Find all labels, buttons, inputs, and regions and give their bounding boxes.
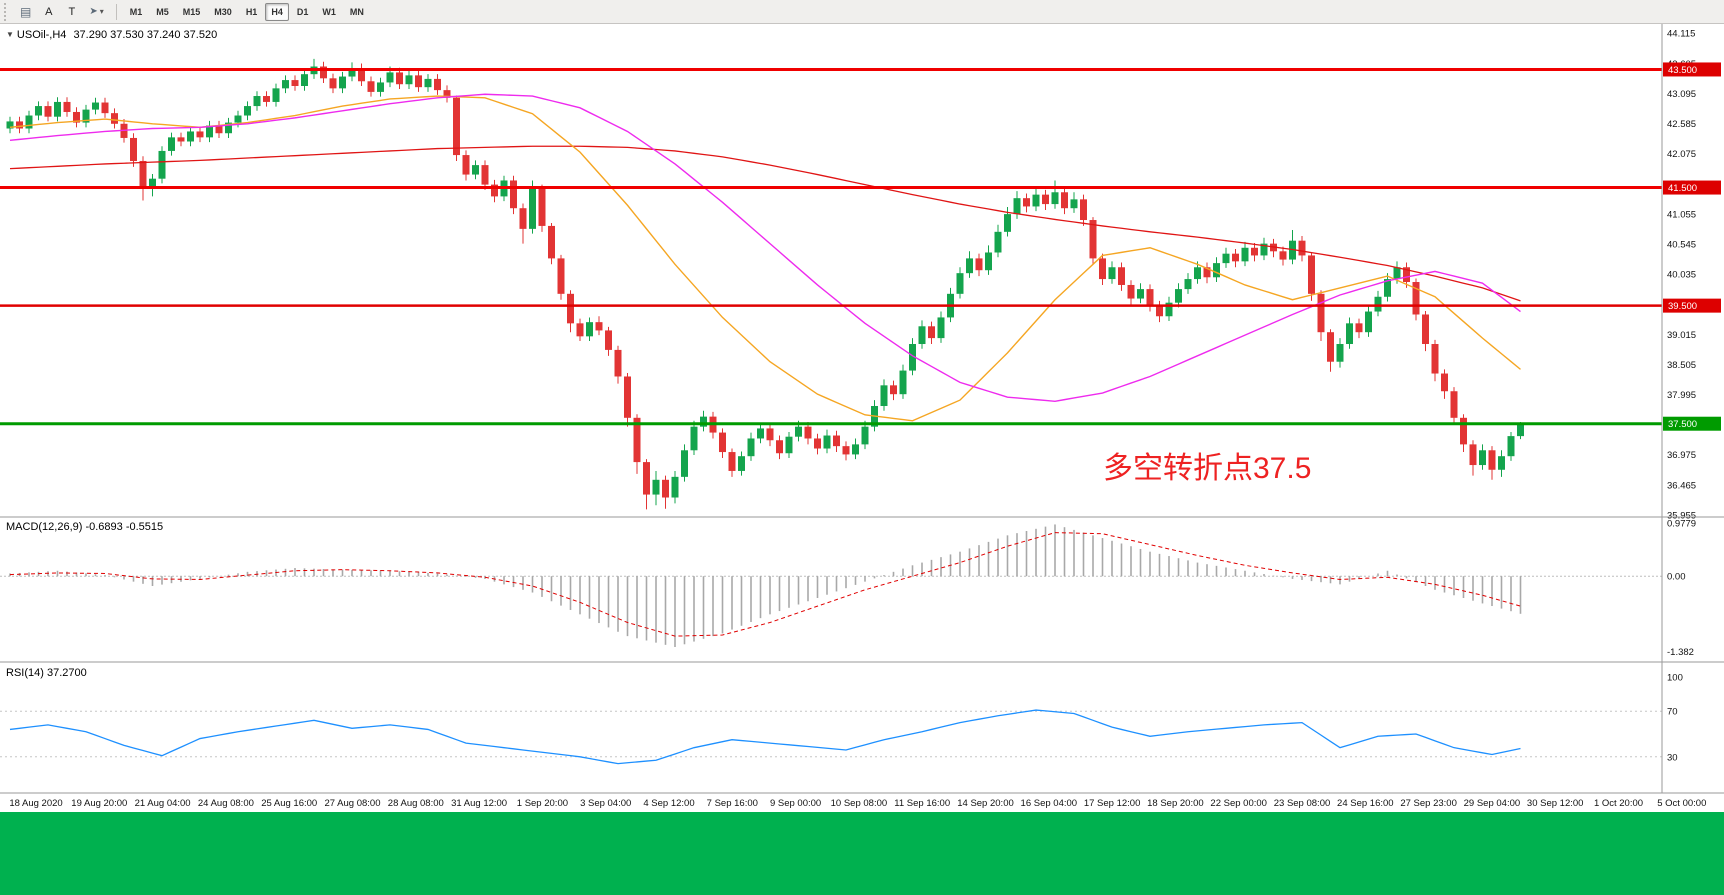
collapse-triangle-icon[interactable]: ▼ <box>6 30 14 39</box>
toolbar-separator <box>115 3 117 20</box>
rsi-axis-label: 30 <box>1667 752 1678 763</box>
toolbar: ▤ A T ➤ ▾ M1 M5 M15 M30 H1 H4 D1 W1 MN <box>0 0 1724 24</box>
time-axis-label: 18 Sep 20:00 <box>1147 798 1204 809</box>
ma-mid-orange-line <box>9 95 1521 422</box>
time-axis-label: 1 Oct 20:00 <box>1594 798 1643 809</box>
time-axis-label: 22 Sep 00:00 <box>1210 798 1267 809</box>
time-axis-label: 4 Sep 12:00 <box>643 798 694 809</box>
chart-list-icon[interactable]: ▤ <box>20 4 32 19</box>
timeframe-button-m1[interactable]: M1 <box>129 6 143 17</box>
time-axis-label: 14 Sep 20:00 <box>957 798 1014 809</box>
timeframe-button-mn[interactable]: MN <box>349 6 364 17</box>
price-badge <box>1663 180 1721 195</box>
timeframe-button-h1[interactable]: H1 <box>245 6 258 17</box>
macd-label: MACD(12,26,9) -0.6893 -0.5515 <box>6 521 164 533</box>
price-axis-label: 36.975 <box>1667 450 1696 461</box>
price-axis-label: 40.545 <box>1667 239 1696 250</box>
price-axis-label: 41.055 <box>1667 209 1696 220</box>
price-axis-label: 42.585 <box>1667 119 1696 130</box>
symbol-period-label: USOil-,H4 <box>16 29 67 41</box>
price-axis-label: 37.995 <box>1667 390 1696 401</box>
macd-axis-label: 0.00 <box>1667 572 1686 583</box>
time-axis-label: 5 Oct 00:00 <box>1657 798 1706 809</box>
price-badge-label: 41.500 <box>1668 183 1697 194</box>
price-badge-label: 43.500 <box>1668 65 1697 76</box>
timeframe-button-m15[interactable]: M15 <box>182 6 201 17</box>
time-axis-label: 19 Aug 20:00 <box>71 798 127 809</box>
rsi-line <box>9 709 1521 765</box>
time-axis-label: 17 Sep 12:00 <box>1084 798 1141 809</box>
macd-signal-line <box>9 532 1521 637</box>
price-axis-label: 38.505 <box>1667 360 1696 371</box>
price-badge-label: 37.500 <box>1668 419 1697 430</box>
ma-fast-magenta-line <box>9 93 1521 402</box>
time-axis-label: 16 Sep 04:00 <box>1021 798 1078 809</box>
time-axis-label: 11 Sep 16:00 <box>894 798 950 809</box>
macd-axis-label: -1.382 <box>1667 647 1694 658</box>
price-badge <box>1663 416 1721 431</box>
price-badge-label: 39.500 <box>1668 301 1697 312</box>
price-axis-label: 35.955 <box>1667 510 1696 521</box>
footer-strip <box>0 812 1724 895</box>
time-axis-label: 10 Sep 08:00 <box>831 798 888 809</box>
price-axis-label: 36.465 <box>1667 480 1696 491</box>
time-axis-label: 24 Aug 08:00 <box>198 798 254 809</box>
time-axis-label: 24 Sep 16:00 <box>1337 798 1394 809</box>
shapes-dropdown-button[interactable]: ➤ ▾ <box>84 2 108 21</box>
chart-annotation: 多空转折点37.5 <box>1103 452 1312 485</box>
time-axis-label: 28 Aug 08:00 <box>388 798 444 809</box>
toolbar-grip[interactable] <box>4 2 10 21</box>
chart-title: ▼ USOil-,H4 37.290 37.530 37.240 37.520 <box>6 29 217 41</box>
time-axis-label: 21 Aug 04:00 <box>135 798 191 809</box>
text-tool-button[interactable]: T <box>68 5 76 18</box>
price-axis-label: 44.115 <box>1667 29 1695 40</box>
timeframe-button-m5[interactable]: M5 <box>156 6 169 17</box>
time-axis-label: 29 Sep 04:00 <box>1464 798 1521 809</box>
time-axis-label: 25 Aug 16:00 <box>261 798 317 809</box>
price-axis-label: 40.035 <box>1667 270 1696 281</box>
rsi-label: RSI(14) 37.2700 <box>6 667 87 679</box>
timeframe-button-h4[interactable]: H4 <box>265 2 289 21</box>
time-axis-label: 9 Sep 00:00 <box>770 798 821 809</box>
time-axis-label: 23 Sep 08:00 <box>1274 798 1331 809</box>
time-axis-label: 30 Sep 12:00 <box>1527 798 1584 809</box>
timeframe-button-d1[interactable]: D1 <box>296 6 309 17</box>
candlesticks <box>6 58 1524 510</box>
time-axis-label: 3 Sep 04:00 <box>580 798 631 809</box>
timeframe-button-m30[interactable]: M30 <box>214 6 232 17</box>
time-axis-label: 31 Aug 12:00 <box>451 798 507 809</box>
time-axis-label: 1 Sep 20:00 <box>517 798 568 809</box>
price-badge <box>1663 298 1721 313</box>
macd-histogram <box>9 524 1522 648</box>
timeframe-group: M1 M5 M15 M30 H1 H4 D1 W1 MN <box>123 2 371 21</box>
rsi-axis-label: 70 <box>1667 707 1678 718</box>
shapes-icon: ➤ <box>89 6 98 17</box>
macd-axis-label: 0.9779 <box>1667 518 1696 529</box>
timeframe-button-w1[interactable]: W1 <box>322 6 336 17</box>
time-axis-label: 7 Sep 16:00 <box>707 798 758 809</box>
ma-slow-red-line <box>9 145 1521 302</box>
ohlc-values: 37.290 37.530 37.240 37.520 <box>73 29 218 41</box>
price-axis-label: 43.095 <box>1667 89 1696 100</box>
time-axis-label: 27 Sep 23:00 <box>1400 798 1457 809</box>
label-tool-button[interactable]: A <box>45 5 53 18</box>
rsi-axis-label: 100 <box>1667 673 1683 684</box>
price-axis-label: 42.075 <box>1667 149 1696 160</box>
price-axis-label: 39.015 <box>1667 330 1696 341</box>
caret-down-icon: ▾ <box>99 7 104 16</box>
time-axis-label: 18 Aug 2020 <box>9 798 62 809</box>
time-axis-label: 27 Aug 08:00 <box>325 798 381 809</box>
price-badge <box>1663 62 1721 77</box>
